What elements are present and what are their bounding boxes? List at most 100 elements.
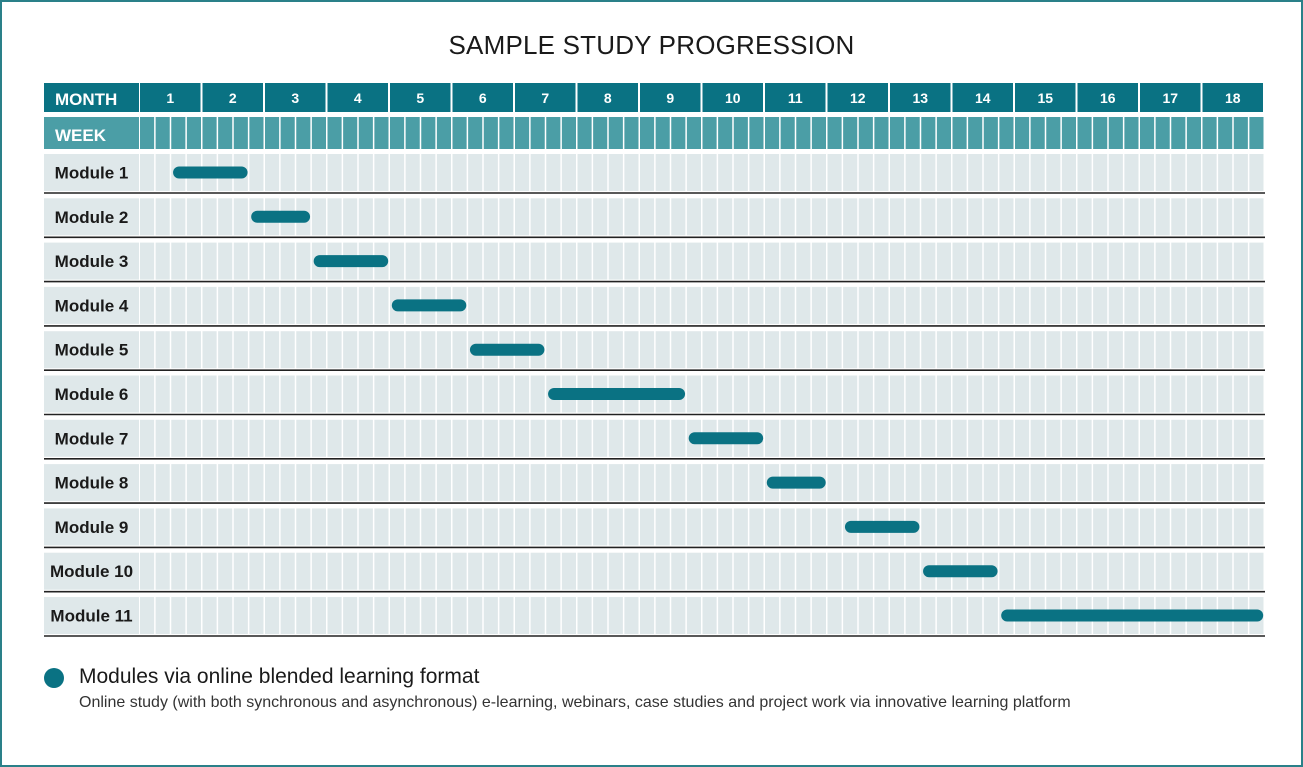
week-grid-cell bbox=[1186, 198, 1201, 236]
week-grid-cell bbox=[921, 198, 936, 236]
week-grid-cell bbox=[843, 464, 858, 502]
week-cell bbox=[890, 117, 905, 149]
week-cell bbox=[843, 117, 858, 149]
module-label: Module 1 bbox=[55, 164, 129, 183]
week-grid-cell bbox=[483, 552, 498, 590]
week-grid-cell bbox=[608, 242, 623, 280]
week-grid-cell bbox=[171, 198, 186, 236]
week-grid-cell bbox=[296, 154, 311, 191]
week-grid-cell bbox=[608, 508, 623, 546]
month-cell bbox=[640, 83, 701, 112]
week-grid-cell bbox=[499, 508, 514, 546]
month-cell bbox=[1202, 83, 1263, 112]
week-grid-cell bbox=[890, 198, 905, 236]
week-grid-cell bbox=[1108, 552, 1123, 590]
week-grid-cell bbox=[1171, 419, 1186, 457]
week-grid-cell bbox=[1124, 375, 1139, 413]
week-grid-cell bbox=[640, 464, 655, 502]
week-grid-cell bbox=[452, 552, 467, 590]
week-grid-cell bbox=[140, 597, 155, 634]
week-grid-cell bbox=[1030, 286, 1045, 324]
week-grid-cell bbox=[265, 597, 280, 634]
week-grid-cell bbox=[233, 375, 248, 413]
week-grid-cell bbox=[1015, 552, 1030, 590]
week-grid-cell bbox=[140, 464, 155, 502]
week-grid-cell bbox=[280, 286, 295, 324]
week-grid-cell bbox=[1218, 508, 1233, 546]
week-grid-cell bbox=[858, 286, 873, 324]
week-grid-cell bbox=[280, 375, 295, 413]
week-grid-cell bbox=[561, 552, 576, 590]
week-grid-cell bbox=[483, 419, 498, 457]
month-number-label: 4 bbox=[354, 90, 362, 106]
week-grid-cell bbox=[202, 242, 217, 280]
month-number-label: 17 bbox=[1162, 90, 1178, 106]
week-grid-cell bbox=[983, 597, 998, 634]
month-number-label: 5 bbox=[416, 90, 424, 106]
week-header-label: WEEK bbox=[55, 126, 107, 145]
week-grid-cell bbox=[1124, 286, 1139, 324]
week-grid-cell bbox=[374, 198, 389, 236]
week-grid-cell bbox=[1186, 331, 1201, 369]
week-grid-cell bbox=[952, 597, 967, 634]
month-cell bbox=[1015, 83, 1076, 112]
module-label: Module 9 bbox=[55, 518, 129, 537]
week-grid-cell bbox=[858, 331, 873, 369]
week-grid-cell bbox=[624, 242, 639, 280]
week-grid-cell bbox=[202, 552, 217, 590]
week-cell bbox=[1186, 117, 1201, 149]
module-label-cell bbox=[44, 508, 139, 546]
week-grid-cell bbox=[749, 552, 764, 590]
week-grid-cell bbox=[1140, 331, 1155, 369]
week-grid-cell bbox=[1249, 419, 1264, 457]
week-grid-cell bbox=[593, 508, 608, 546]
week-grid-cell bbox=[155, 419, 170, 457]
week-grid-cell bbox=[186, 419, 201, 457]
week-grid-cell bbox=[874, 419, 889, 457]
week-cell bbox=[874, 117, 889, 149]
week-grid-cell bbox=[1202, 375, 1217, 413]
week-grid-cell bbox=[1015, 286, 1030, 324]
week-grid-cell bbox=[405, 508, 420, 546]
week-grid-cell bbox=[155, 286, 170, 324]
week-grid-cell bbox=[968, 419, 983, 457]
week-grid-cell bbox=[999, 464, 1014, 502]
week-cell bbox=[655, 117, 670, 149]
week-grid-cell bbox=[999, 242, 1014, 280]
week-grid-cell bbox=[296, 552, 311, 590]
week-grid-cell bbox=[905, 597, 920, 634]
week-grid-cell bbox=[640, 198, 655, 236]
week-grid-cell bbox=[140, 552, 155, 590]
week-grid-cell bbox=[436, 597, 451, 634]
week-grid-cell bbox=[530, 464, 545, 502]
week-grid-cell bbox=[327, 552, 342, 590]
week-grid-cell bbox=[905, 154, 920, 191]
week-grid-cell bbox=[593, 286, 608, 324]
week-grid-cell bbox=[593, 597, 608, 634]
week-grid-cell bbox=[671, 154, 686, 191]
week-cell bbox=[1202, 117, 1217, 149]
week-grid-cell bbox=[452, 508, 467, 546]
week-grid-cell bbox=[171, 286, 186, 324]
month-cell bbox=[765, 83, 826, 112]
week-grid-cell bbox=[921, 286, 936, 324]
week-grid-cell bbox=[936, 464, 951, 502]
week-grid-cell bbox=[452, 198, 467, 236]
week-grid-cell bbox=[358, 552, 373, 590]
week-cell bbox=[1233, 117, 1248, 149]
week-grid-cell bbox=[1093, 331, 1108, 369]
week-grid-cell bbox=[921, 375, 936, 413]
week-grid-cell bbox=[749, 154, 764, 191]
week-grid-cell bbox=[1015, 419, 1030, 457]
week-grid-cell bbox=[483, 154, 498, 191]
week-grid-cell bbox=[890, 464, 905, 502]
week-cell bbox=[202, 117, 217, 149]
week-grid-cell bbox=[421, 597, 436, 634]
week-grid-cell bbox=[952, 508, 967, 546]
week-grid-cell bbox=[1186, 375, 1201, 413]
week-grid-cell bbox=[280, 464, 295, 502]
week-grid-cell bbox=[515, 508, 530, 546]
week-grid-cell bbox=[702, 154, 717, 191]
week-grid-cell bbox=[1093, 375, 1108, 413]
week-grid-cell bbox=[577, 419, 592, 457]
